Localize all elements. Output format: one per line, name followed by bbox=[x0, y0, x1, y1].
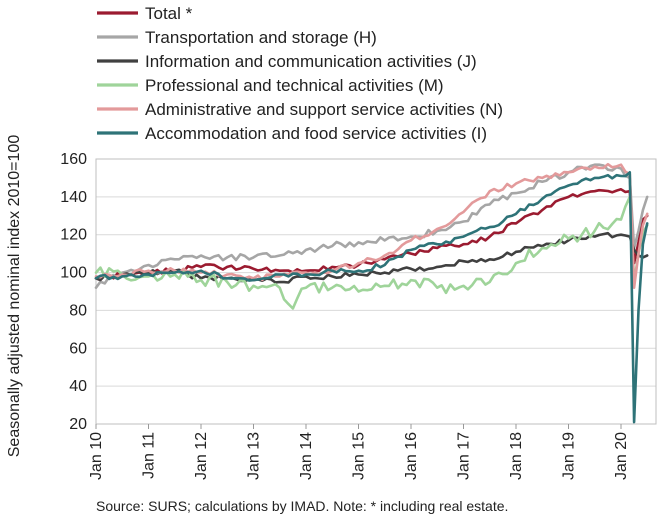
y-tick-label: 160 bbox=[60, 151, 87, 168]
x-tick-label: Jan 10 bbox=[88, 432, 105, 480]
y-tick-label: 80 bbox=[69, 302, 87, 319]
y-tick-label: 120 bbox=[60, 227, 87, 244]
x-tick-label: Jan 15 bbox=[351, 432, 368, 480]
legend-label: Administrative and support service activ… bbox=[145, 100, 503, 119]
axes: 20 40 60 80 100 120 140 160 Jan 10 Jan 11 Jan 12 Ja… bbox=[60, 151, 630, 480]
x-tick-label: Jan 14 bbox=[298, 432, 315, 480]
y-tick-label: 140 bbox=[60, 189, 87, 206]
grid bbox=[95, 158, 657, 425]
x-tick-label: Jan 16 bbox=[403, 432, 420, 480]
x-tick-label: Jan 20 bbox=[613, 432, 630, 480]
plot-frame bbox=[95, 158, 657, 425]
x-tick-label: Jan 18 bbox=[508, 432, 525, 480]
x-tick-label: Jan 11 bbox=[141, 432, 158, 479]
x-tick-label: Jan 19 bbox=[561, 432, 578, 480]
legend-label: Information and communication activities… bbox=[145, 52, 477, 71]
legend-label: Accommodation and food service activitie… bbox=[145, 124, 487, 143]
y-axis-label: Seasonally adjusted nominal index 2010=1… bbox=[6, 135, 23, 458]
legend: Total * Transportation and storage (H) Inf… bbox=[97, 4, 503, 143]
source-note: Source: SURS; calculations by IMAD. Note… bbox=[96, 498, 508, 514]
legend-label: Transportation and storage (H) bbox=[145, 28, 377, 47]
series-line-3 bbox=[94, 231, 649, 284]
x-tick-label: Jan 13 bbox=[246, 432, 263, 480]
series-line-6 bbox=[94, 171, 649, 424]
series-line-1 bbox=[94, 188, 649, 282]
y-tick-label: 60 bbox=[69, 340, 87, 357]
y-tick-label: 40 bbox=[69, 378, 87, 395]
x-tick-label: Jan 17 bbox=[456, 432, 473, 480]
legend-label: Professional and technical activities (M… bbox=[145, 76, 444, 95]
x-tick-label: Jan 12 bbox=[193, 432, 210, 480]
series-lines bbox=[94, 162, 649, 424]
legend-label: Total * bbox=[145, 4, 193, 23]
y-tick-label: 20 bbox=[69, 416, 87, 433]
series-line-4 bbox=[94, 195, 649, 310]
y-tick-label: 100 bbox=[60, 265, 87, 282]
